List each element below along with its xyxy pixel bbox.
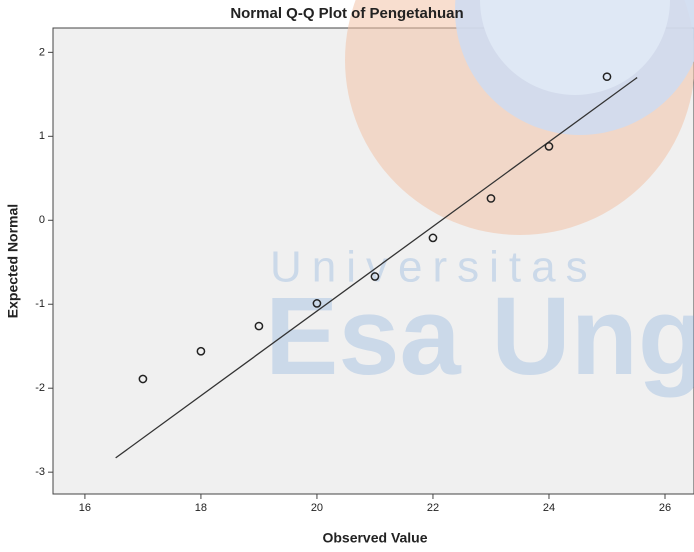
x-tick-label: 20 xyxy=(311,502,323,514)
point xyxy=(254,321,264,331)
y-tick-label: 2 xyxy=(39,46,45,58)
point xyxy=(196,346,206,356)
watermark-text: Universitas xyxy=(270,243,598,292)
point xyxy=(486,194,496,203)
point xyxy=(138,374,148,384)
y-tick-label: -2 xyxy=(35,382,45,394)
x-tick-label: 24 xyxy=(543,502,555,514)
x-tick-label: 26 xyxy=(659,502,671,514)
point xyxy=(428,233,438,243)
point xyxy=(312,299,322,308)
watermark-text: Esa Ung xyxy=(265,275,694,398)
y-tick-label: -3 xyxy=(35,466,45,478)
chart-title: Normal Q-Q Plot of Pengetahuan xyxy=(230,5,463,22)
y-axis-label: Expected Normal xyxy=(5,204,21,318)
reference-line xyxy=(115,77,638,459)
y-tick-label: -1 xyxy=(35,298,45,310)
x-axis-label: Observed Value xyxy=(322,530,427,546)
x-tick-label: 18 xyxy=(195,502,207,514)
x-tick-label: 22 xyxy=(427,502,439,514)
x-tick-label: 16 xyxy=(79,502,91,514)
point xyxy=(602,72,612,82)
point xyxy=(370,272,380,281)
y-tick-label: 1 xyxy=(39,130,45,142)
y-tick-label: 0 xyxy=(39,214,45,226)
watermark-logo xyxy=(345,0,694,235)
point xyxy=(544,142,554,151)
